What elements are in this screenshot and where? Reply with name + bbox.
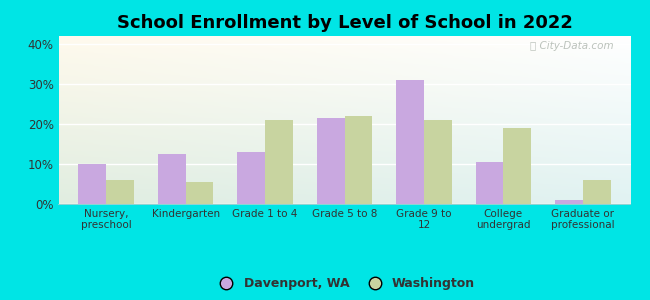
Bar <box>265 120 293 204</box>
Bar <box>317 118 345 204</box>
Bar <box>106 180 134 204</box>
Bar <box>79 164 106 204</box>
Bar <box>476 162 503 204</box>
Bar <box>396 80 424 204</box>
Bar <box>583 180 610 204</box>
Bar <box>424 120 452 204</box>
Bar <box>344 116 372 204</box>
Bar <box>158 154 186 204</box>
Bar <box>555 200 583 204</box>
Legend: Davenport, WA, Washington: Davenport, WA, Washington <box>209 272 480 295</box>
Title: School Enrollment by Level of School in 2022: School Enrollment by Level of School in … <box>116 14 573 32</box>
Bar <box>237 152 265 204</box>
Text: Ⓢ City-Data.com: Ⓢ City-Data.com <box>530 41 614 51</box>
Bar <box>186 182 213 204</box>
Bar <box>503 128 531 204</box>
